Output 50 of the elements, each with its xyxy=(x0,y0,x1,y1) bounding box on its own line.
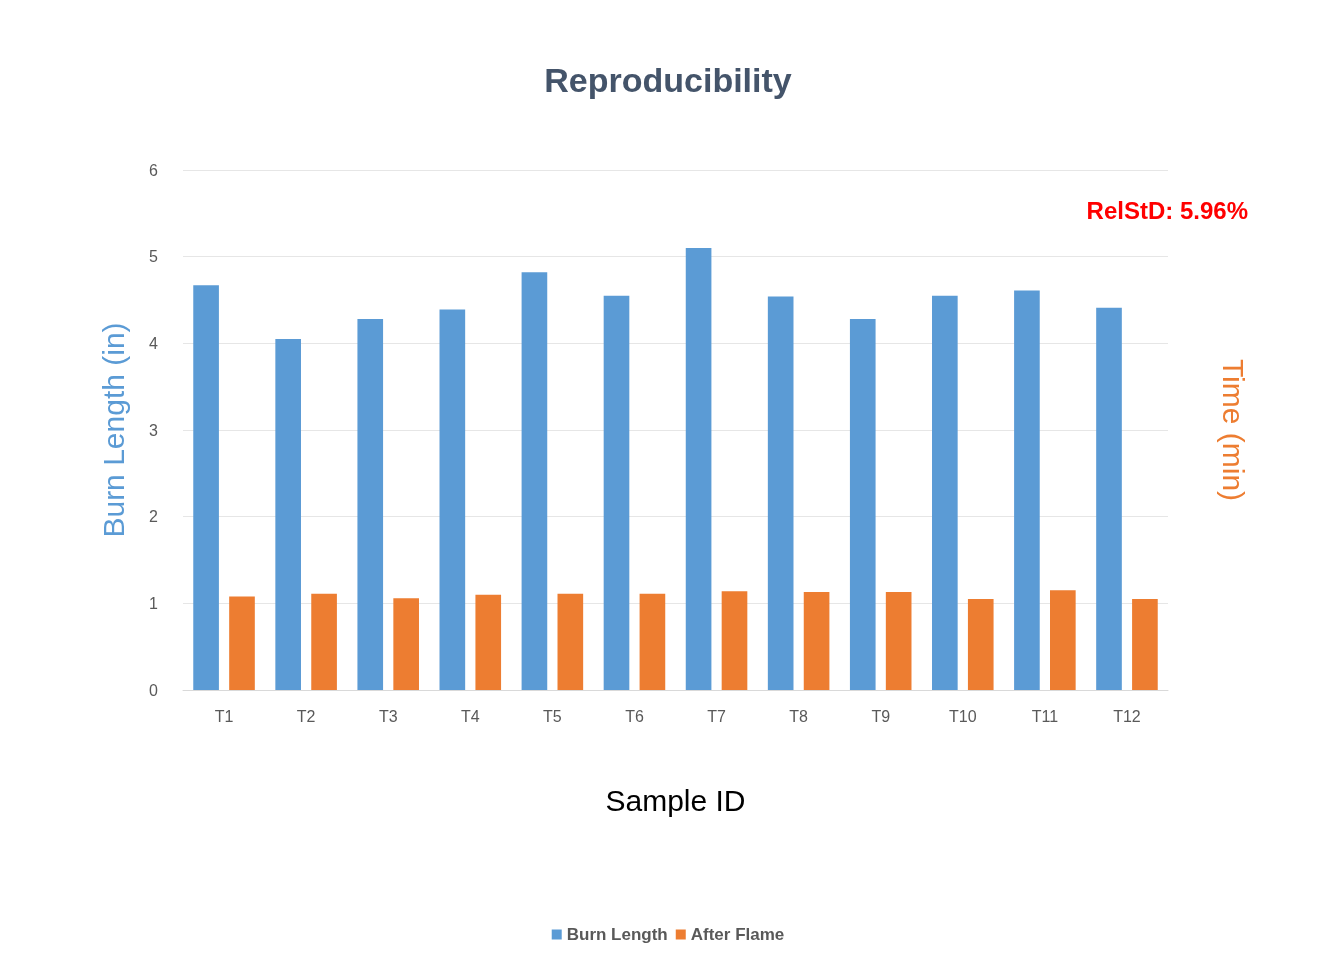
bar xyxy=(639,593,666,690)
bar xyxy=(1132,599,1158,690)
bar xyxy=(357,319,384,690)
x-tick-label: T7 xyxy=(707,707,726,725)
y-tick-label: 3 xyxy=(149,421,159,439)
bar xyxy=(193,285,219,690)
x-tick-label: T12 xyxy=(1113,707,1141,725)
bar xyxy=(393,598,419,690)
bar xyxy=(557,593,584,690)
bar xyxy=(767,296,794,690)
bar xyxy=(521,272,548,690)
x-tick-label: T6 xyxy=(625,707,644,725)
y-tick-label: 5 xyxy=(149,248,159,266)
bar xyxy=(721,591,748,690)
x-tick-label: T8 xyxy=(789,707,809,725)
x-tick-label: T11 xyxy=(1031,707,1059,725)
bar xyxy=(439,309,466,690)
y-tick-label: 2 xyxy=(149,508,159,526)
x-tick-label: T2 xyxy=(296,707,316,725)
y-tick-label: 0 xyxy=(149,681,159,699)
bar xyxy=(1050,590,1076,690)
x-tick-label: T9 xyxy=(871,707,891,725)
chart-title: Reproducibility xyxy=(544,61,792,99)
bar xyxy=(849,319,876,690)
x-tick-label: T5 xyxy=(543,707,562,725)
y2-axis-title: Time (min) xyxy=(1216,358,1250,502)
bar xyxy=(229,596,255,690)
x-tick-label: T10 xyxy=(949,707,977,725)
bar xyxy=(932,295,958,690)
bar xyxy=(311,593,337,690)
legend-label: After Flame xyxy=(690,925,785,944)
x-tick-label: T3 xyxy=(378,707,398,725)
y-tick-label: 1 xyxy=(149,594,159,612)
bar xyxy=(885,592,912,690)
y-tick-label: 4 xyxy=(149,334,159,352)
x-axis-title: Sample ID xyxy=(605,783,746,817)
y-axis-title: Burn Length (in) xyxy=(96,322,130,538)
y-tick-label: 6 xyxy=(149,161,159,179)
bar xyxy=(475,594,502,690)
legend-label: Burn Length xyxy=(566,925,668,944)
x-tick-label: T1 xyxy=(214,707,234,725)
x-tick-label: T4 xyxy=(460,707,480,725)
bar xyxy=(1096,307,1122,690)
bar xyxy=(803,592,830,690)
bar xyxy=(1014,290,1040,690)
annotation: RelStD: 5.96% xyxy=(1086,196,1248,224)
bar xyxy=(275,339,301,690)
bar xyxy=(603,295,630,690)
bar xyxy=(967,599,994,690)
bar xyxy=(685,248,712,690)
